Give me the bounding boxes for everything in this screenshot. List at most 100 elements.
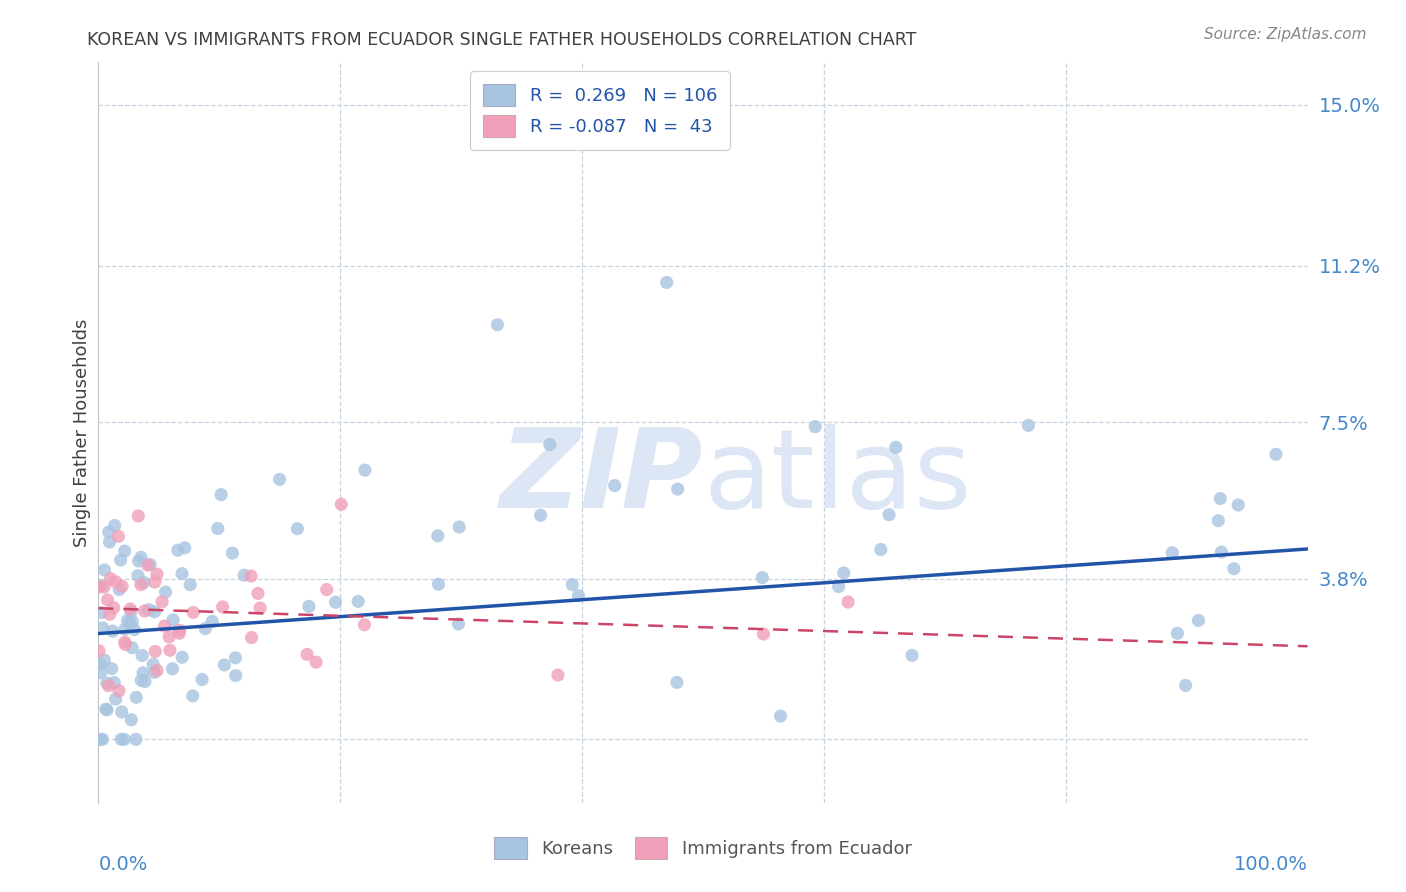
Point: [751, 571, 773, 585]
Text: Source: ZipAtlas.com: Source: ZipAtlas.com: [1204, 27, 1367, 42]
Point: [207, 522, 229, 536]
Point: [167, 543, 190, 558]
Point: [246, 586, 269, 600]
Point: [1223, 561, 1246, 575]
Point: [103, 600, 125, 615]
Point: [142, 657, 165, 672]
Point: [295, 648, 318, 662]
Point: [752, 627, 775, 641]
Point: [118, 616, 141, 631]
Point: [91, 621, 114, 635]
Point: [162, 662, 184, 676]
Point: [146, 664, 169, 678]
Point: [93, 580, 115, 594]
Point: [173, 541, 195, 555]
Point: [150, 595, 173, 609]
Point: [96, 703, 118, 717]
Point: [209, 488, 232, 502]
Point: [354, 463, 377, 477]
Point: [87, 580, 110, 594]
Point: [287, 522, 309, 536]
Point: [96, 676, 118, 690]
Point: [134, 604, 156, 618]
Point: [325, 595, 347, 609]
Point: [655, 276, 678, 290]
Point: [93, 653, 115, 667]
Point: [347, 594, 370, 608]
Point: [1174, 678, 1197, 692]
Point: [769, 709, 792, 723]
Point: [143, 574, 166, 589]
Point: [884, 441, 907, 455]
Point: [194, 622, 217, 636]
Point: [93, 563, 115, 577]
Point: [486, 318, 509, 332]
Point: [107, 529, 129, 543]
Point: [181, 689, 204, 703]
Point: [121, 614, 143, 628]
Point: [110, 732, 132, 747]
Point: [114, 635, 136, 649]
Point: [162, 613, 184, 627]
Point: [233, 568, 256, 582]
Point: [214, 657, 236, 672]
Point: [97, 679, 120, 693]
Point: [211, 599, 233, 614]
Point: [157, 630, 180, 644]
Point: [101, 624, 124, 639]
Point: [170, 566, 193, 581]
Text: ZIP: ZIP: [499, 424, 703, 531]
Point: [108, 683, 131, 698]
Point: [114, 638, 136, 652]
Point: [426, 529, 449, 543]
Point: [155, 585, 177, 599]
Point: [547, 668, 569, 682]
Point: [1166, 626, 1188, 640]
Point: [129, 673, 152, 688]
Point: [449, 520, 471, 534]
Point: [90, 578, 112, 592]
Point: [103, 675, 125, 690]
Point: [167, 626, 190, 640]
Point: [172, 650, 194, 665]
Point: [100, 662, 122, 676]
Point: [191, 673, 214, 687]
Point: [90, 657, 112, 672]
Point: [127, 508, 149, 523]
Point: [132, 665, 155, 680]
Legend: Koreans, Immigrants from Ecuador: Koreans, Immigrants from Ecuador: [485, 828, 921, 868]
Point: [96, 593, 118, 607]
Point: [249, 601, 271, 615]
Point: [125, 732, 148, 747]
Point: [98, 535, 121, 549]
Point: [530, 508, 553, 523]
Point: [143, 605, 166, 619]
Point: [201, 615, 224, 629]
Point: [447, 616, 470, 631]
Point: [120, 605, 142, 619]
Point: [827, 580, 849, 594]
Point: [225, 668, 247, 682]
Point: [97, 524, 120, 539]
Point: [1017, 418, 1039, 433]
Point: [181, 606, 204, 620]
Point: [353, 617, 375, 632]
Point: [120, 602, 142, 616]
Point: [567, 589, 589, 603]
Text: KOREAN VS IMMIGRANTS FROM ECUADOR SINGLE FATHER HOUSEHOLDS CORRELATION CHART: KOREAN VS IMMIGRANTS FROM ECUADOR SINGLE…: [87, 31, 917, 49]
Point: [112, 732, 135, 747]
Point: [804, 419, 827, 434]
Point: [132, 575, 155, 590]
Text: 100.0%: 100.0%: [1233, 855, 1308, 873]
Point: [111, 705, 134, 719]
Point: [603, 478, 626, 492]
Point: [128, 554, 150, 568]
Point: [104, 574, 127, 589]
Point: [330, 497, 353, 511]
Point: [121, 640, 143, 655]
Point: [269, 472, 291, 486]
Point: [1227, 498, 1250, 512]
Point: [1206, 514, 1229, 528]
Point: [240, 631, 263, 645]
Point: [114, 622, 136, 636]
